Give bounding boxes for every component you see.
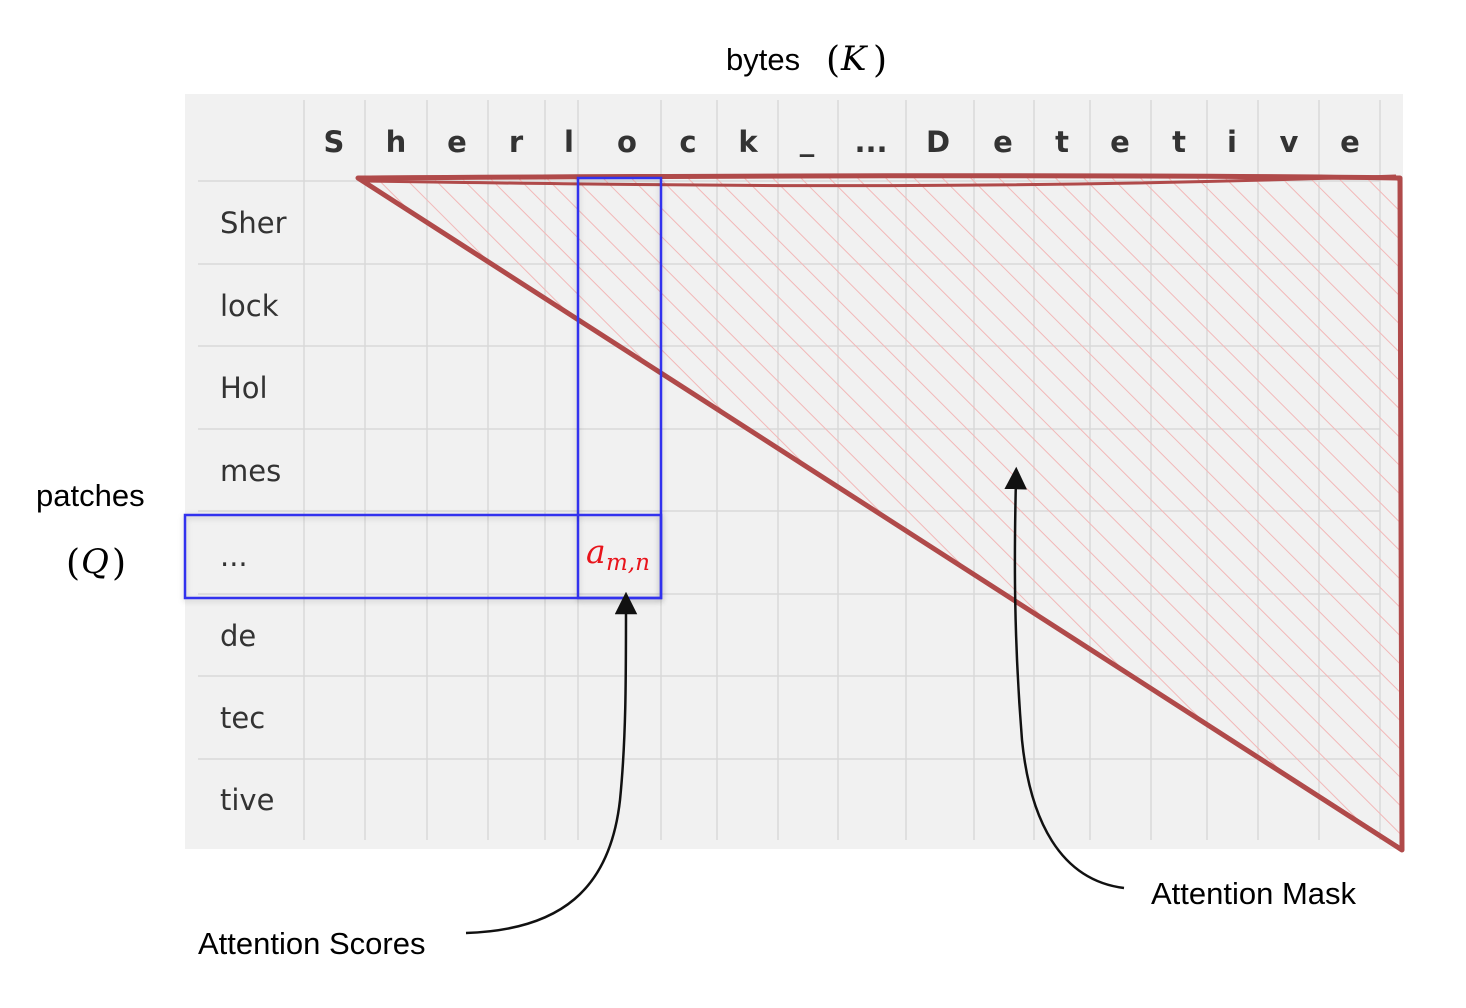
patch-labels: Sher lock Hol mes... de tec tive (220, 206, 287, 817)
queries-symbol: Q (81, 542, 109, 582)
queries-open-paren: ( (66, 543, 80, 584)
cell-symbol: a (586, 532, 606, 571)
highlight-row (183, 513, 663, 600)
keys-label: bytes (726, 42, 800, 77)
byte-label: e (993, 125, 1013, 159)
byte-label: o (617, 125, 637, 159)
attention-mask-label: Attention Mask (1151, 876, 1357, 911)
byte-label: S (324, 125, 345, 159)
byte-label: e (447, 125, 467, 159)
mask-outline (355, 173, 1405, 853)
cell-subscript: m,n (606, 550, 650, 576)
byte-label: ... (854, 125, 887, 159)
queries-close-paren: ) (112, 543, 126, 584)
keys-close-paren: ) (873, 40, 887, 81)
keys-symbol: K (840, 39, 869, 79)
byte-label: t (1055, 125, 1069, 159)
byte-label: _ (800, 123, 815, 157)
byte-label: i (1227, 125, 1237, 159)
byte-label: l (564, 125, 574, 159)
patch-label: Sher (220, 206, 287, 240)
byte-label: r (509, 125, 524, 159)
patch-label: de (220, 619, 256, 653)
keys-open-paren: ( (826, 40, 840, 81)
byte-label: D (926, 125, 950, 159)
mask-arrow (1004, 466, 1125, 890)
patch-label: lock (220, 289, 279, 323)
patch-label: Hol (220, 371, 268, 405)
patch-label: ... (220, 539, 248, 573)
attention-scores-label: Attention Scores (198, 926, 425, 961)
attention-mask (355, 173, 1405, 853)
byte-label: t (1172, 125, 1186, 159)
patch-label: tec (220, 701, 265, 735)
byte-label: c (679, 125, 696, 159)
queries-title: patches ( Q ) (36, 478, 145, 584)
byte-label: h (386, 125, 407, 159)
mask-outline-sketch-top (361, 174, 1397, 188)
mask-outline-sketch-diagonal (365, 182, 1399, 848)
queries-label: patches (36, 478, 145, 513)
attention-score-cell: a m,n (586, 532, 650, 576)
byte-label: e (1340, 125, 1360, 159)
byte-label: e (1110, 125, 1130, 159)
byte-label: v (1280, 125, 1299, 159)
byte-label: k (738, 125, 758, 159)
patch-label: tive (220, 783, 274, 817)
scores-arrow (465, 591, 638, 935)
patch-label: mes (220, 454, 281, 488)
keys-title: bytes ( K ) (726, 39, 887, 81)
